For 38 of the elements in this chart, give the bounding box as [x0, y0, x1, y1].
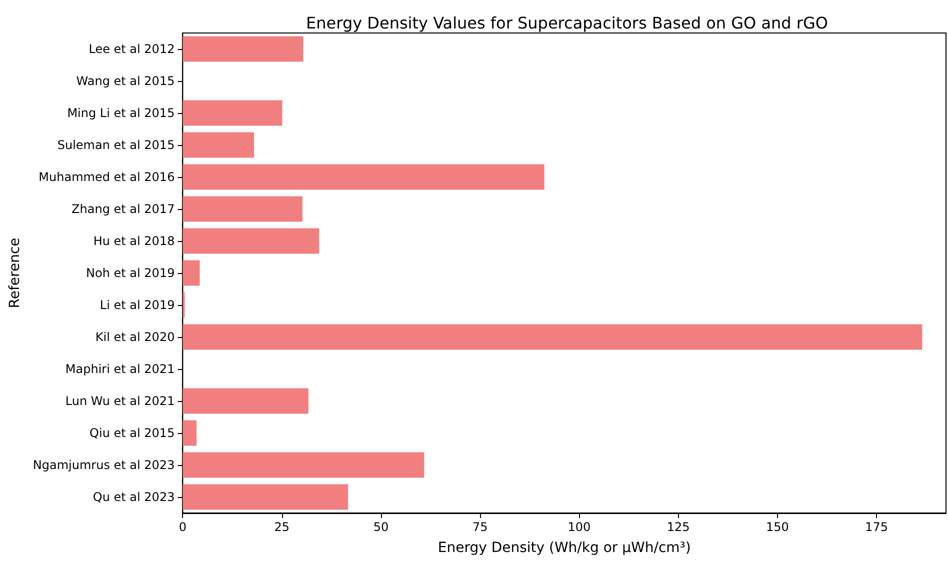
bar	[182, 420, 197, 446]
y-tick-label: Ngamjumrus et al 2023	[32, 458, 175, 472]
y-tick-label: Lun Wu et al 2021	[65, 394, 175, 408]
y-tick-label: Suleman et al 2015	[57, 138, 175, 152]
y-tick-label: Ming Li et al 2015	[67, 106, 175, 120]
y-tick-label: Qiu et al 2015	[90, 426, 175, 440]
chart-title: Energy Density Values for Supercapacitors Based on GO and rGO	[306, 14, 828, 32]
bar	[182, 196, 302, 222]
x-tick-label: 0	[178, 520, 187, 534]
bar	[182, 484, 348, 510]
bar	[182, 388, 308, 414]
x-axis-title: Energy Density (Wh/kg or µWh/cm³)	[438, 540, 691, 556]
y-axis-title: Reference	[7, 238, 23, 308]
x-tick-label: 50	[373, 520, 389, 534]
x-tick-label: 75	[472, 520, 488, 534]
y-tick-label: Noh et al 2019	[86, 266, 175, 280]
y-tick-label: Hu et al 2018	[93, 234, 175, 248]
y-tick-label: Maphiri et al 2021	[65, 362, 175, 376]
y-tick-label: Wang et al 2015	[76, 74, 175, 88]
bar	[182, 132, 254, 158]
x-tick-label: 175	[865, 520, 888, 534]
bar	[182, 452, 424, 478]
y-tick-label: Lee et al 2012	[88, 42, 175, 56]
bar	[182, 260, 200, 286]
x-tick-label: 100	[568, 520, 591, 534]
bar	[182, 228, 320, 254]
y-tick-label: Qu et al 2023	[92, 490, 175, 504]
y-tick-label: Li et al 2019	[100, 298, 175, 312]
bar	[182, 324, 922, 350]
x-tick-label: 150	[766, 520, 789, 534]
y-tick-label: Muhammed et al 2016	[38, 170, 175, 184]
x-tick-label: 25	[274, 520, 290, 534]
bar	[182, 100, 282, 126]
x-tick-label: 125	[666, 520, 690, 534]
bar	[182, 164, 544, 190]
bar	[182, 36, 304, 62]
y-tick-label: Zhang et al 2017	[72, 202, 175, 216]
y-tick-label: Kil et al 2020	[95, 330, 175, 344]
